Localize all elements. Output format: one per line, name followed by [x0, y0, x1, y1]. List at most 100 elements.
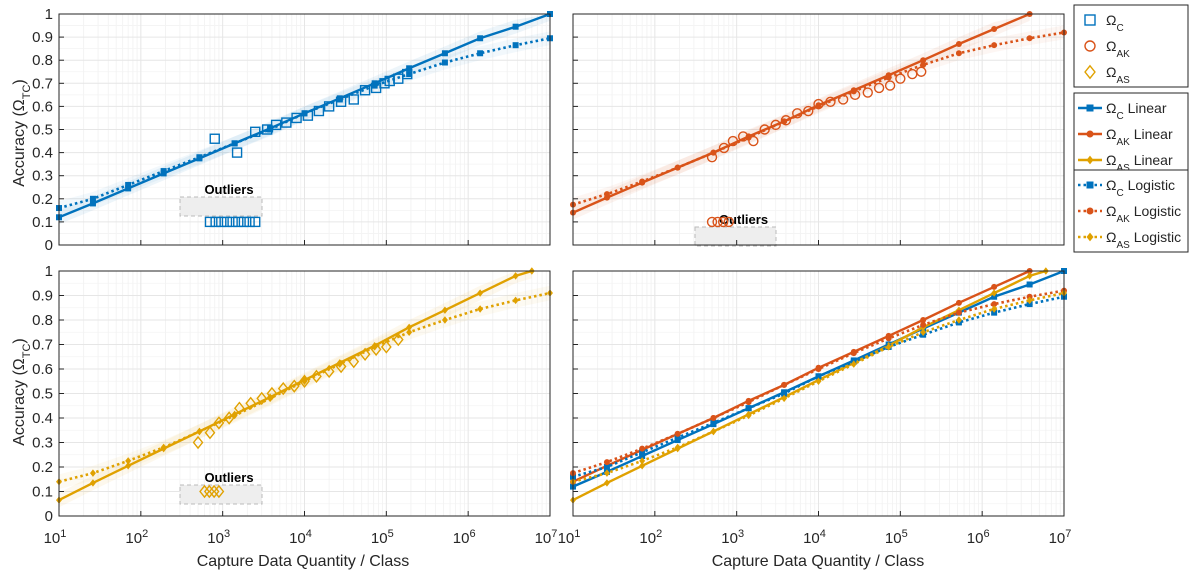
y-tick-label: 1: [45, 263, 53, 280]
ylabel-top-sub: TC: [21, 85, 33, 100]
x-tick-exp: 6: [983, 528, 989, 540]
confidence-band: [573, 25, 1064, 212]
fit-point: [639, 445, 646, 452]
legend-label: ΩAS: [1106, 64, 1130, 86]
fit-point: [406, 71, 413, 78]
fit-point: [745, 399, 752, 406]
legend-subscript: C: [1116, 111, 1123, 122]
legend-marker: [1086, 207, 1094, 215]
outlier-point: [221, 216, 233, 228]
fit-point: [603, 191, 610, 198]
legend-marker: [1086, 104, 1094, 112]
fit-point: [603, 479, 610, 487]
data-point: [209, 133, 220, 144]
x-tick-base: 10: [207, 530, 224, 547]
x-tick-exp: 7: [1065, 528, 1071, 540]
fit-point: [125, 185, 132, 192]
legend-marker: [1086, 232, 1094, 242]
y-tick-label: 0.3: [32, 168, 53, 185]
legend-entry: ΩC Logistic: [1078, 177, 1175, 199]
legend-marker: [1084, 14, 1096, 26]
legend-subscript: AS: [1116, 75, 1130, 86]
fit-point: [991, 283, 998, 290]
fit-point: [512, 272, 519, 280]
fit-point: [512, 296, 519, 305]
data-point: [256, 391, 268, 406]
legend-symbol: Ω: [1106, 64, 1116, 80]
panel-top-right: Outliers: [570, 11, 1067, 247]
legend-marker: [1086, 155, 1094, 165]
fit-point: [920, 317, 927, 323]
fit-point: [406, 323, 413, 332]
x-tick-base: 10: [885, 530, 902, 547]
legend-entry: ΩAS: [1084, 64, 1130, 86]
legend-label: ΩAS Logistic: [1106, 229, 1181, 251]
outlier-point: [227, 216, 238, 228]
x-tick-base: 10: [721, 530, 738, 547]
data-point: [192, 435, 204, 450]
legend-label: ΩAK: [1106, 38, 1130, 60]
fit-point: [406, 328, 413, 336]
fit-point: [89, 200, 96, 207]
legend-symbol: Ω: [1106, 126, 1116, 142]
fit-point: [674, 164, 681, 171]
x-tick-base: 10: [803, 530, 820, 547]
x-tick-label: 101: [558, 528, 581, 547]
data-point: [380, 340, 392, 354]
data-point: [916, 66, 927, 77]
legend-symbol: Ω: [1106, 38, 1116, 54]
fit-point: [955, 41, 962, 48]
fit-point: [850, 360, 857, 368]
legend-suffix: Linear: [1130, 152, 1173, 168]
legend-marker: [1086, 130, 1094, 138]
legend-box: [1073, 4, 1189, 88]
fit-point: [89, 195, 96, 202]
ylabel-top-close: ): [11, 79, 28, 84]
fit-point: [745, 411, 752, 420]
legend-symbol: Ω: [1106, 229, 1116, 245]
data-point: [770, 119, 781, 131]
x-tick-exp: 4: [820, 528, 826, 540]
y-tick-label: 0.9: [32, 288, 53, 305]
fit-point: [89, 479, 96, 487]
fit-point: [781, 390, 788, 397]
fit-point: [196, 154, 203, 161]
outlier-point: [244, 216, 255, 228]
x-tick-exp: 7: [551, 528, 557, 540]
outlier-point: [208, 484, 220, 499]
logistic-fit-line: [573, 289, 1065, 475]
legend-entry: ΩAK: [1084, 38, 1130, 60]
x-tick-label: 102: [639, 528, 662, 547]
fit-point: [745, 405, 752, 412]
fit-point: [781, 118, 788, 125]
outlier-point: [723, 216, 734, 228]
y-tick-label: 0.9: [32, 29, 53, 46]
fit-point: [477, 305, 484, 313]
x-tick-exp: 6: [469, 528, 475, 540]
fit-point: [745, 134, 752, 141]
legend-suffix: Linear: [1124, 100, 1167, 116]
y-tick-label: 0.4: [32, 410, 53, 427]
y-tick-label: 0.2: [32, 191, 53, 208]
y-tick-label: 0.5: [32, 386, 53, 403]
x-tick-label: 104: [289, 528, 312, 547]
legend-subscript: AK: [1116, 214, 1130, 225]
x-tick-base: 10: [44, 530, 61, 547]
x-tick-exp: 3: [224, 528, 230, 540]
fit-point: [815, 366, 822, 372]
ylabel-top-main: Accuracy (Ω: [11, 99, 28, 187]
fit-point: [955, 299, 962, 306]
x-tick-label: 107: [535, 528, 558, 547]
x-tick-label: 107: [1049, 528, 1072, 547]
fit-point: [955, 309, 962, 316]
panel-bottom-left: Outliers00.10.20.30.40.50.60.70.80.91101…: [32, 263, 557, 547]
outlier-point: [712, 216, 723, 228]
fit-point: [477, 289, 484, 297]
outlier-point: [204, 216, 216, 228]
x-tick-base: 10: [1049, 530, 1066, 547]
data-point: [718, 142, 730, 154]
legend-entry: ΩAS Linear: [1078, 152, 1173, 174]
legend-label: ΩC Logistic: [1106, 177, 1175, 199]
x-tick-exp: 1: [60, 528, 66, 540]
